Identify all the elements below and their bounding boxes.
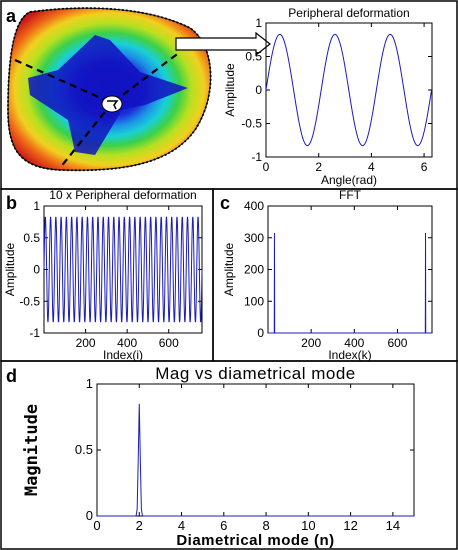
chart-d-xlabel: Diametrical mode (n): [176, 532, 334, 549]
panel-letter-c: c: [220, 193, 230, 213]
chart-d-ytick-label: 1: [86, 376, 93, 391]
chart-a-ytick-label: 1: [255, 16, 262, 30]
chart-b-series-line: [43, 216, 203, 323]
chart-a-ytick-label: -1: [251, 150, 262, 164]
chart-b-ytick-label: -0.5: [19, 294, 40, 308]
chart-b-xtick-label: 400: [117, 336, 137, 350]
chart-a-xlabel: Angle(rad): [321, 173, 377, 187]
chart-c-xtick-label: 200: [301, 336, 321, 350]
chart-b-ytick-label: -1: [29, 326, 40, 340]
chart-d-xtick-label: 12: [343, 518, 357, 533]
chart-c-ytick-label: 200: [244, 263, 264, 277]
chart-c-ylabel: Amplitude: [222, 243, 236, 297]
chart-c-ytick-label: 300: [244, 231, 264, 245]
chart-a-xtick-label: 6: [421, 160, 428, 174]
chart-c-title: FFT: [339, 188, 362, 202]
deformation-contour-image: [7, 7, 212, 172]
panel-letter-b: b: [6, 193, 17, 213]
arrow-icon: [175, 31, 271, 57]
chart-d-series-line: [97, 403, 414, 517]
chart-b-title: 10 x Peripheral deformation: [49, 188, 196, 202]
chart-c-xtick-label: 400: [344, 336, 364, 350]
chart-b-xtick-label: 200: [76, 336, 96, 350]
panel-letter-d: d: [6, 366, 17, 386]
panel-d-border: [0, 360, 458, 550]
chart-a-xtick-label: 0: [263, 160, 270, 174]
panel-letter-a: a: [6, 6, 17, 26]
chart-c-ytick-label: 400: [244, 199, 264, 213]
chart-d-axes-box: [96, 383, 415, 517]
chart-a-title: Peripheral deformation: [288, 6, 409, 20]
chart-a-xtick-label: 2: [315, 160, 322, 174]
chart-b-ytick-label: 0: [33, 263, 40, 277]
chart-a-series-line: [265, 33, 433, 147]
chart-a: 0 2 4 6 -1 -0.5 0 0.5 1 Peripheral deformation Ang…: [223, 6, 433, 187]
chart-d-title: Mag vs diametrical mode: [155, 364, 355, 383]
chart-a-xtick-label: 4: [368, 160, 375, 174]
chart-d: 0 2 4 6 8 10 12 14 0 0.5 1 Mag vs diametrical mode D…: [22, 364, 415, 549]
chart-c-xlabel: Index(k): [328, 348, 371, 362]
chart-b-ytick-label: 1: [33, 199, 40, 213]
chart-a-ylabel: Amplitude: [223, 63, 237, 117]
chart-d-xtick-label: 6: [220, 518, 227, 533]
chart-d-xtick-label: 2: [136, 518, 143, 533]
chart-c-ytick-label: 0: [257, 326, 264, 340]
chart-b-xlabel: Index(i): [103, 348, 143, 362]
chart-d-xtick-label: 0: [93, 518, 100, 533]
chart-c-ytick-label: 100: [244, 294, 264, 308]
chart-a-ytick-label: 0.5: [245, 50, 262, 64]
chart-d-xtick-label: 10: [301, 518, 315, 533]
chart-b-ytick-label: 0.5: [23, 231, 40, 245]
chart-c-axes-box: [267, 205, 433, 334]
chart-c-series-line: [268, 232, 432, 334]
chart-d-ylabel: Magnitude: [22, 404, 42, 496]
chart-b-xtick-label: 600: [159, 336, 179, 350]
chart-c: 200 400 600 0 100 200 300 400 FFT Index(k) Amplitu…: [222, 188, 433, 362]
chart-b: 200 400 600 -1 -0.5 0 0.5 1 10 x Peripheral defo…: [3, 188, 203, 362]
chart-d-xtick-label: 14: [386, 518, 400, 533]
chart-b-ylabel: Amplitude: [3, 243, 17, 297]
chart-d-xtick-label: 4: [178, 518, 185, 533]
chart-a-ytick-label: 0: [255, 83, 262, 97]
chart-d-ytick-label: 0.5: [75, 442, 93, 457]
chart-c-xtick-label: 600: [387, 336, 407, 350]
chart-d-ytick-label: 0: [86, 508, 93, 523]
chart-d-xtick-label: 8: [262, 518, 269, 533]
chart-a-ytick-label: -0.5: [241, 117, 262, 131]
